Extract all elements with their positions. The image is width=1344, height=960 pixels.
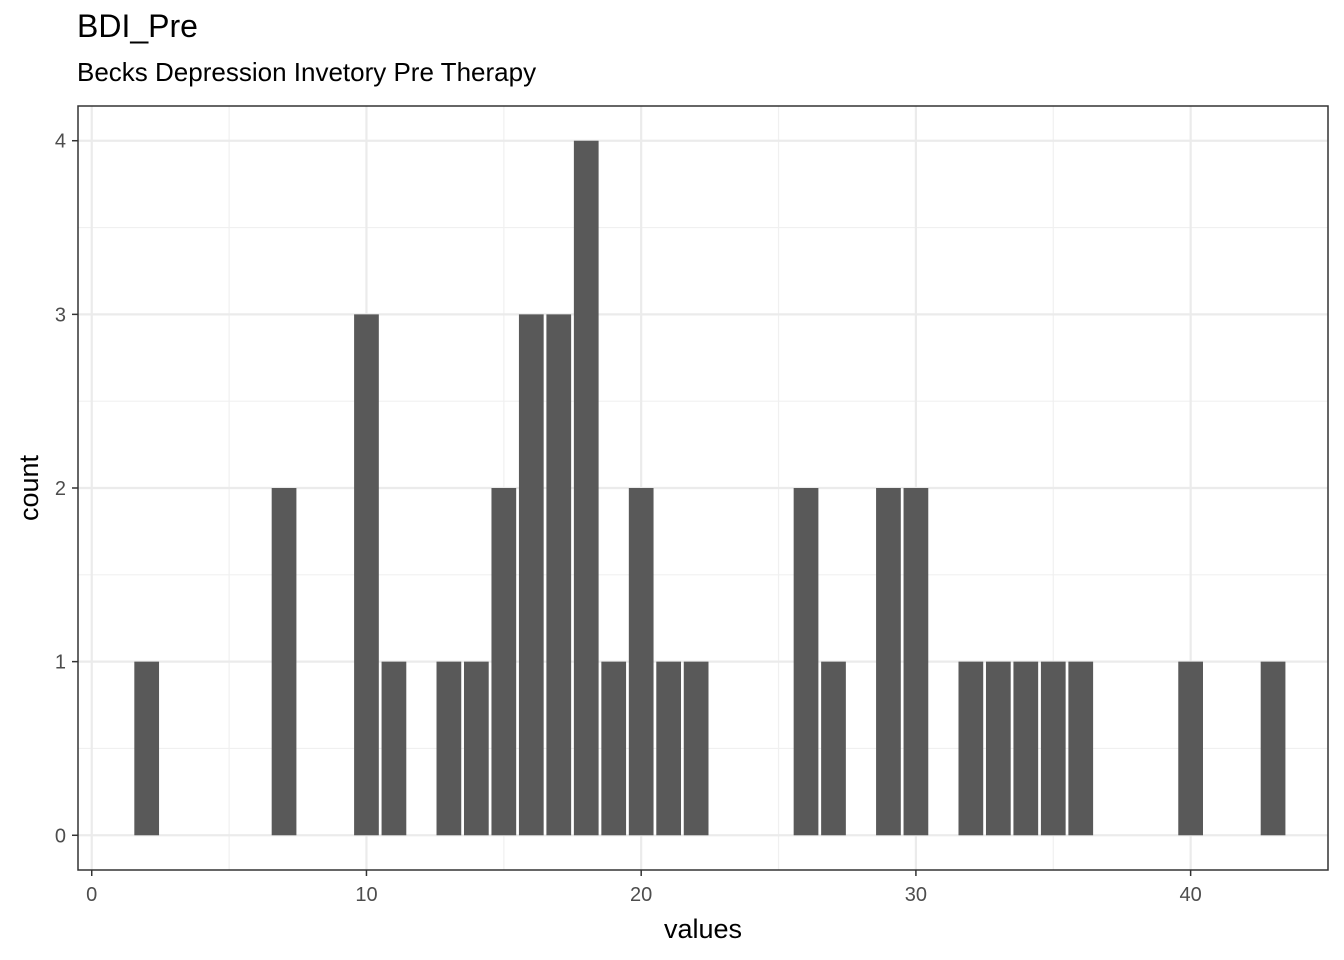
- x-tick-label: 20: [630, 884, 652, 906]
- y-tick-label: 0: [55, 825, 66, 847]
- histogram-bar: [876, 488, 901, 836]
- histogram-bar: [463, 661, 489, 836]
- histogram-bar: [546, 314, 572, 836]
- histogram-bar: [793, 488, 819, 836]
- histogram-bar: [1068, 661, 1094, 836]
- histogram-bar: [1178, 661, 1203, 836]
- histogram-bar: [1040, 661, 1066, 836]
- bars-group: [134, 140, 1286, 836]
- histogram-bar: [821, 661, 846, 836]
- histogram-bar: [381, 661, 407, 836]
- histogram-bar: [656, 661, 682, 836]
- histogram-bar: [518, 314, 544, 836]
- x-tick-label: 40: [1180, 884, 1202, 906]
- x-tick-label: 0: [86, 884, 97, 906]
- histogram-bar: [1260, 661, 1286, 836]
- histogram-bar: [271, 488, 297, 836]
- y-tick-label: 2: [55, 478, 66, 500]
- histogram-bar: [436, 661, 462, 836]
- histogram-bar: [958, 661, 984, 836]
- y-axis-title: count: [14, 454, 44, 521]
- y-tick-label: 4: [55, 131, 66, 153]
- y-tick-label: 1: [55, 652, 66, 674]
- histogram-bar: [354, 314, 379, 836]
- x-tick-label: 30: [905, 884, 927, 906]
- chart-subtitle: Becks Depression Invetory Pre Therapy: [77, 57, 537, 87]
- x-axis-title: values: [664, 914, 742, 944]
- histogram-bar: [903, 488, 929, 836]
- chart-title: BDI_Pre: [77, 8, 198, 44]
- histogram-bar: [683, 661, 709, 836]
- histogram-bar: [601, 661, 627, 836]
- x-tick-label: 10: [355, 884, 377, 906]
- histogram-bar: [134, 661, 160, 836]
- histogram-bar: [573, 140, 599, 836]
- histogram-bar: [1013, 661, 1039, 836]
- histogram-bar: [628, 488, 654, 836]
- y-axis: 0 1 2 3 4: [55, 131, 78, 847]
- histogram-bar: [985, 661, 1011, 836]
- x-axis: 0 10 20 30 40: [86, 870, 1202, 906]
- histogram-bar: [491, 488, 517, 836]
- y-tick-label: 3: [55, 304, 66, 326]
